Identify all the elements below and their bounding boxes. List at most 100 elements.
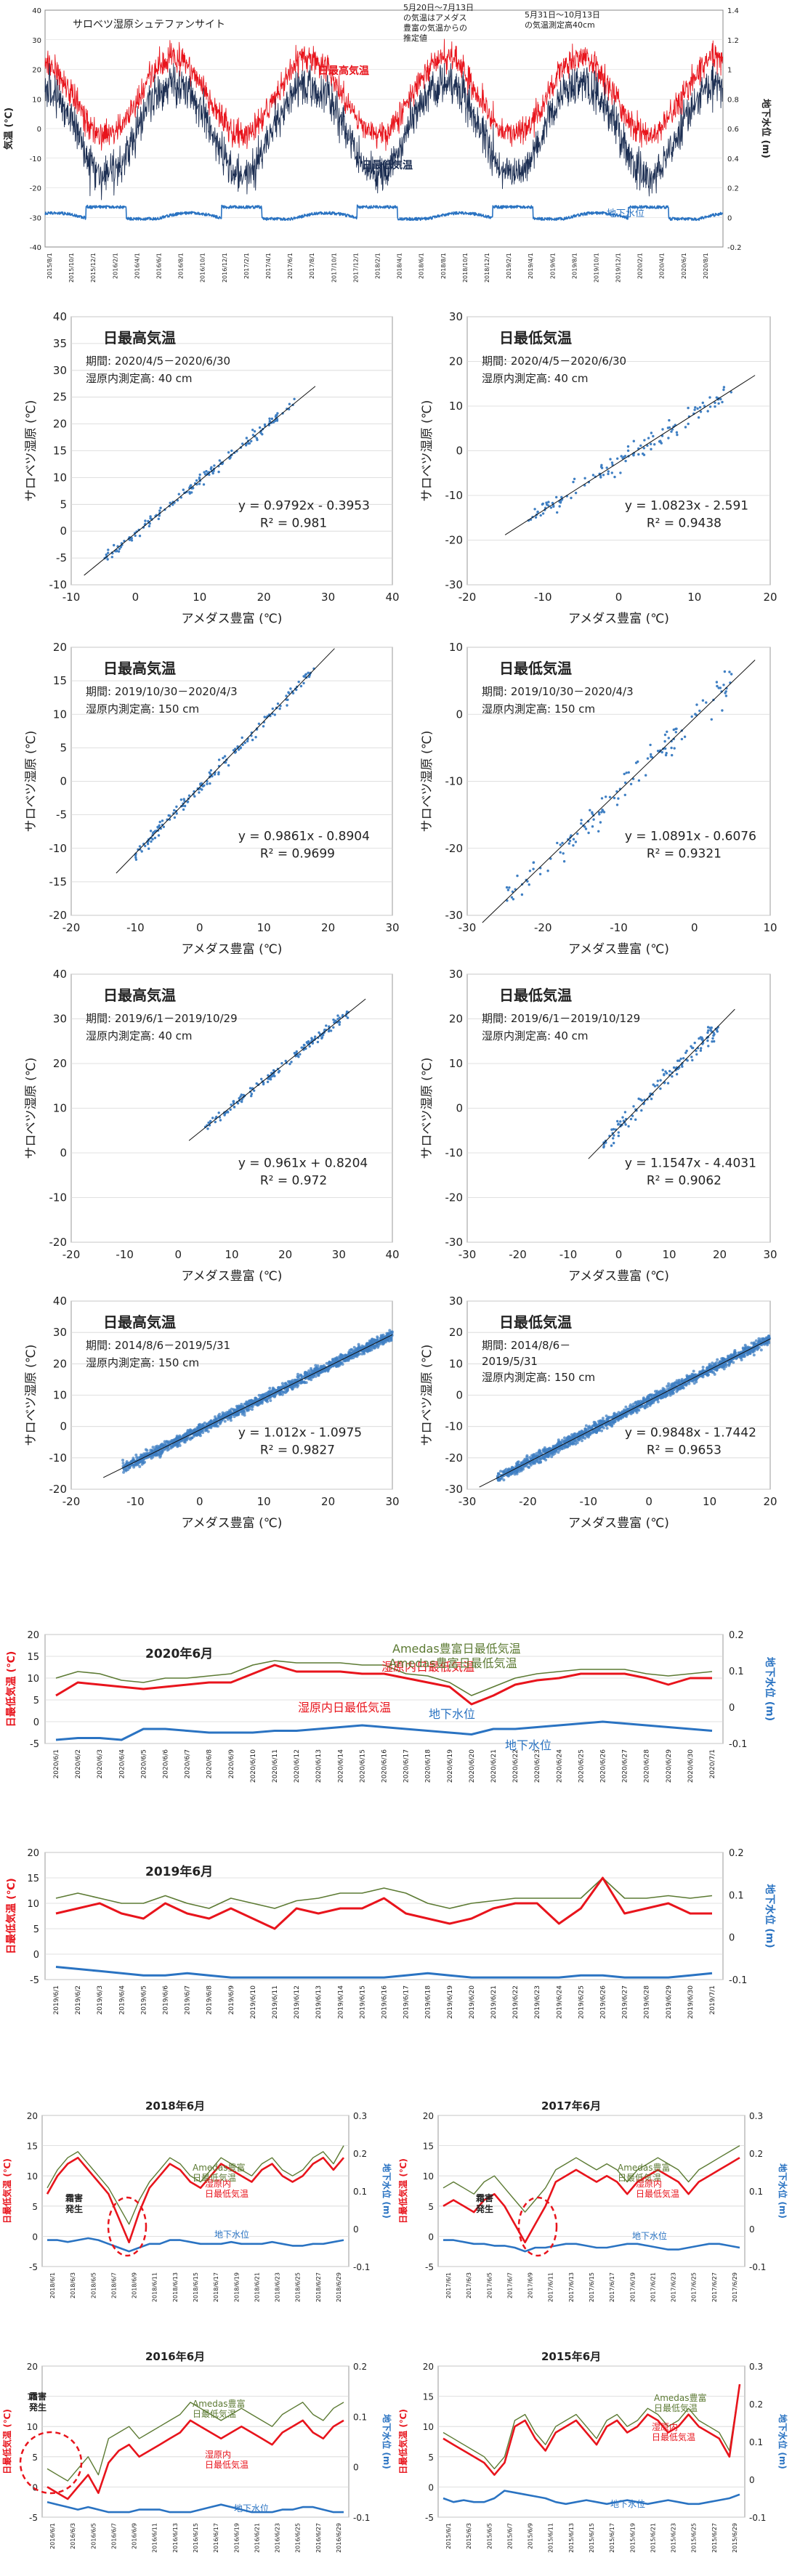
scatter-point bbox=[708, 405, 712, 408]
scatter-point bbox=[336, 1364, 340, 1368]
scatter-point bbox=[551, 501, 554, 505]
scatter-point bbox=[218, 459, 221, 462]
y-tick-label: -5 bbox=[29, 2262, 38, 2272]
y-tick-label: -30 bbox=[445, 909, 464, 922]
amedas-label: 日最低気温 bbox=[193, 2172, 236, 2183]
scatter-point bbox=[552, 505, 555, 508]
scatter-point bbox=[359, 1347, 363, 1350]
y-tick-label: 30 bbox=[449, 1295, 463, 1308]
scatter-point bbox=[553, 1451, 557, 1455]
scatter-point bbox=[698, 406, 702, 409]
x-tick-label: 10 bbox=[687, 591, 701, 604]
scatter-point bbox=[602, 474, 605, 477]
scatter-point bbox=[195, 479, 198, 482]
scatter-point bbox=[251, 434, 255, 437]
scatter-point bbox=[601, 1417, 605, 1420]
scatter-point bbox=[173, 809, 176, 812]
scatter-point bbox=[627, 771, 630, 774]
panel-title: 日最低気温 bbox=[499, 987, 572, 1004]
x-tick-label: 10 bbox=[662, 1248, 676, 1261]
scatter-point bbox=[117, 550, 121, 553]
y-tick-label: 0 bbox=[32, 2232, 38, 2242]
height-label: 湿原内測定高: 40 cm bbox=[482, 1029, 589, 1042]
y-tick-label: 0 bbox=[456, 1389, 463, 1402]
scatter-point bbox=[148, 847, 150, 850]
scatter-point bbox=[642, 1396, 645, 1400]
scatter-point bbox=[706, 1031, 709, 1034]
y2-axis-title: 地下水位 (m) bbox=[381, 2163, 392, 2219]
scatter-point bbox=[515, 1469, 519, 1472]
scatter-point bbox=[132, 1463, 136, 1467]
scatter-point bbox=[254, 1397, 258, 1400]
scatter-point bbox=[583, 1436, 587, 1440]
x-tick-label: 2015/6/29 bbox=[732, 2523, 738, 2553]
y2-tick-label: 0.2 bbox=[353, 2362, 367, 2372]
scatter-point bbox=[209, 782, 211, 785]
x-tick-label: 2018/6/15 bbox=[193, 2272, 199, 2302]
scatter-point bbox=[692, 1379, 695, 1382]
y-tick-label: 0 bbox=[32, 2482, 38, 2492]
scatter-point bbox=[302, 675, 305, 678]
scatter-point bbox=[223, 1419, 227, 1423]
y-tick-label: 0 bbox=[37, 126, 41, 134]
scatter-point bbox=[562, 852, 565, 855]
scatter-point bbox=[135, 1462, 139, 1465]
scatter-point bbox=[289, 687, 292, 690]
x-tick-label: 2018/4/1 bbox=[397, 253, 403, 279]
x-tick-label: 0 bbox=[175, 1248, 182, 1261]
x-tick-label: 2020/6/7 bbox=[185, 1749, 192, 1778]
regression-equation: y = 0.961x + 0.8204 bbox=[238, 1157, 368, 1171]
scatter-point bbox=[348, 1349, 352, 1352]
scatter-point bbox=[722, 388, 725, 392]
scatter-point bbox=[375, 1343, 379, 1347]
x-tick-label: 2015/6/21 bbox=[650, 2523, 656, 2553]
y-tick-label: 40 bbox=[53, 968, 67, 981]
y2-axis-title: 地下水位 (m) bbox=[760, 99, 772, 158]
y-tick-label: -10 bbox=[445, 1146, 464, 1159]
scatter-point bbox=[295, 1379, 298, 1382]
scatter-point bbox=[217, 758, 221, 761]
scatter-point bbox=[671, 1071, 674, 1074]
scatter-panel: 20 15 10 5 0 -5 -10 -15 -20-20 -10 0 10 20 30 日最高気温期間:… bbox=[24, 641, 400, 957]
scatter-point bbox=[119, 546, 123, 548]
scatter-point bbox=[275, 419, 279, 422]
scatter-point bbox=[140, 1453, 143, 1457]
scatter-point bbox=[656, 1400, 660, 1404]
small-june-chart: 20 15 10 5 0 -5 0.3 0.2 0.1 0 -0.1 2018/6/1 2018/6/3… bbox=[1, 2099, 392, 2302]
scatter-point bbox=[721, 709, 724, 712]
panel-title: 日最高気温 bbox=[103, 660, 176, 677]
scatter-point bbox=[695, 1377, 698, 1381]
scatter-point bbox=[605, 466, 608, 469]
r-squared: R² = 0.9653 bbox=[647, 1443, 722, 1457]
scatter-point bbox=[568, 839, 572, 843]
inside-label: 湿原内 bbox=[652, 2421, 678, 2432]
scatter-point bbox=[322, 1034, 325, 1037]
scatter-point bbox=[497, 1473, 501, 1475]
y-tick-label: 30 bbox=[449, 310, 463, 323]
x-tick-label: 0 bbox=[615, 591, 623, 604]
trend-line bbox=[84, 386, 316, 576]
amedas-label: 日最低気温 bbox=[654, 2402, 698, 2413]
scatter-point bbox=[675, 431, 679, 434]
y2-tick-label: 0 bbox=[727, 214, 732, 222]
scatter-point bbox=[211, 471, 214, 475]
y-tick-label: 20 bbox=[449, 1326, 463, 1339]
y-tick-label: 10 bbox=[449, 400, 463, 413]
scatter-point bbox=[276, 412, 279, 415]
scatter-point bbox=[287, 691, 290, 694]
y2-tick-label: -0.1 bbox=[729, 1975, 747, 1986]
x-tick-label: 2019/6/6 bbox=[163, 1985, 170, 2015]
scatter-point bbox=[262, 725, 265, 728]
scatter-point bbox=[278, 1393, 282, 1396]
scatter-point bbox=[613, 475, 616, 479]
scatter-point bbox=[698, 709, 701, 713]
scatter-point bbox=[233, 1106, 236, 1109]
y-tick-label: 20 bbox=[53, 418, 67, 431]
x-tick-label: 2016/10/1 bbox=[200, 253, 206, 283]
y-tick-label: 15 bbox=[423, 2142, 434, 2152]
scatter-point bbox=[766, 1343, 769, 1347]
scatter-point bbox=[743, 1348, 747, 1351]
scatter-point bbox=[239, 1095, 242, 1098]
x-tick-label: 2018/6/1 bbox=[49, 2272, 56, 2298]
small-june-charts: 20 15 10 5 0 -5 0.3 0.2 0.1 0 -0.1 2018/6/1 2018/6/3… bbox=[1, 2099, 788, 2553]
